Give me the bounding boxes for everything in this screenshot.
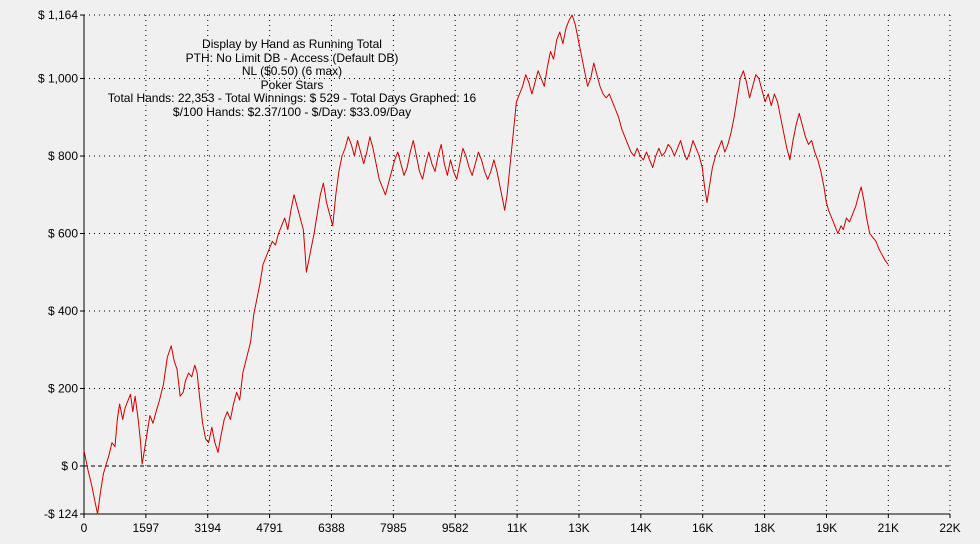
info-line-rates: $/100 Hands: $2.37/100 - $/Day: $33.09/D… [172, 104, 412, 119]
x-tick-label-14: 22K [939, 521, 960, 535]
x-tick-label-10: 16K [692, 521, 713, 535]
y-tick-label-1: $ 1,000 [38, 72, 78, 86]
x-tick-label-9: 14K [630, 521, 651, 535]
info-line-game: NL ($0.50) (6 max) [241, 64, 343, 78]
x-tick-label-6: 9582 [442, 521, 469, 535]
x-tick-label-12: 19K [816, 521, 837, 535]
x-tick-label-11: 18K [754, 521, 775, 535]
info-line-site: Poker Stars [260, 77, 324, 92]
grid-lines [84, 14, 951, 514]
x-tick-label-4: 6388 [318, 521, 345, 535]
x-tick-label-1: 1597 [133, 521, 160, 535]
y-tick-label-0: $ 1,164 [38, 8, 78, 22]
series-layer [83, 14, 889, 515]
axes [80, 14, 951, 518]
y-tick-label-7: -$ 124 [44, 507, 78, 521]
y-tick-label-2: $ 800 [48, 149, 78, 163]
x-tick-label-8: 13K [568, 521, 589, 535]
y-tick-labels: $ 1,164 $ 1,000 $ 800 $ 600 $ 400 $ 200 $ 0 -$ … [38, 8, 78, 521]
x-tick-label-7: 11K [507, 521, 527, 535]
info-line-totals: Total Hands: 22,353 - Total Winnings: $ … [107, 91, 477, 105]
info-line-database: PTH: No Limit DB - Access (Default DB) [185, 50, 399, 65]
x-tick-label-3: 4791 [256, 521, 283, 535]
x-tick-labels: 0 1597 3194 4791 6388 7985 9582 11K 13K 14K 16K 18K… [81, 521, 961, 535]
x-tick-label-5: 7985 [380, 521, 407, 535]
y-tick-label-3: $ 600 [48, 227, 78, 241]
x-tick-label-2: 3194 [194, 521, 221, 535]
x-tick-label-0: 0 [81, 521, 88, 535]
x-tick-label-13: 21K [878, 521, 899, 535]
y-tick-label-4: $ 400 [48, 304, 78, 318]
info-line-display-mode: Display by Hand as Running Total [202, 37, 382, 51]
series-line-0 [83, 14, 889, 515]
y-tick-label-6: $ 0 [61, 459, 78, 473]
chart-info-block: Display by Hand as Running Total PTH: No… [92, 37, 492, 119]
y-tick-label-5: $ 200 [48, 381, 78, 395]
